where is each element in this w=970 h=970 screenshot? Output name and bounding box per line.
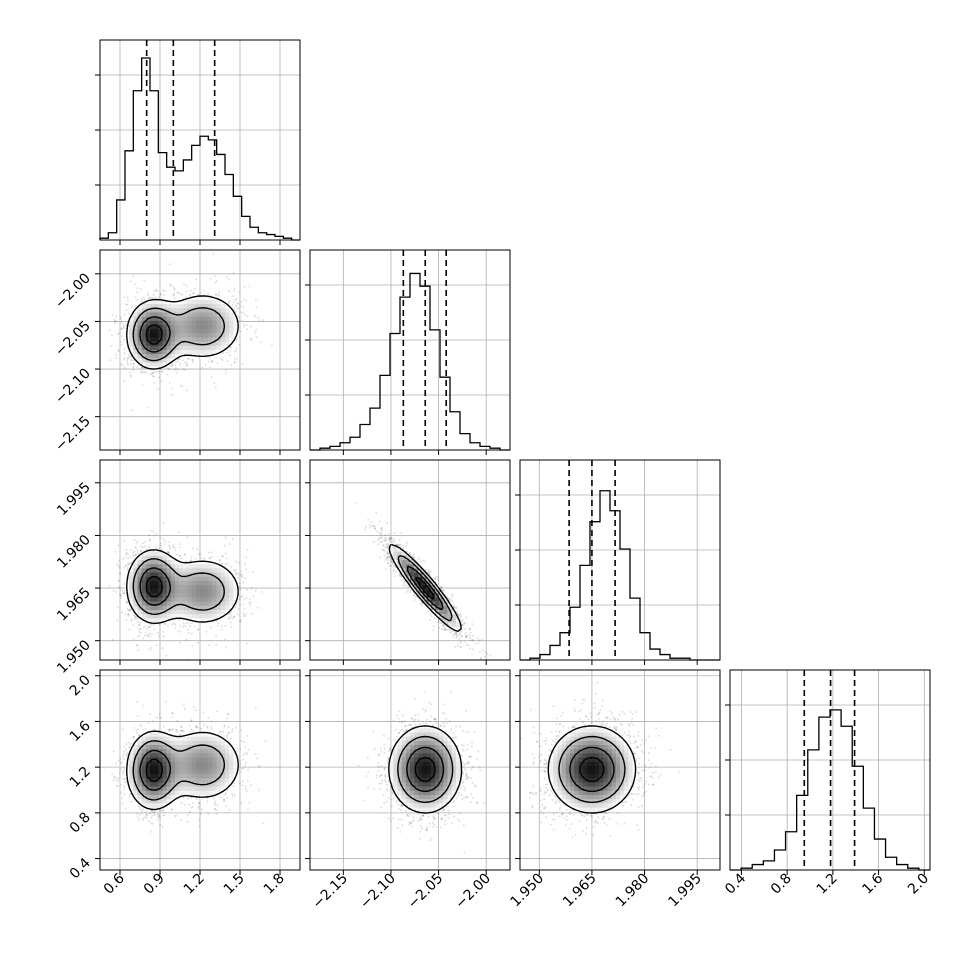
density-panel-0-1 xyxy=(95,249,301,455)
x-tick-label: −2.15 xyxy=(309,871,351,913)
x-tick-label: 1.980 xyxy=(613,871,653,911)
y-tick-label: 1.965 xyxy=(54,585,94,625)
x-tick-label: 1.995 xyxy=(665,871,705,911)
panel-frame xyxy=(309,249,511,451)
panel-frame xyxy=(99,459,301,661)
histogram-panel-2 xyxy=(515,459,721,665)
density-panel-2-3 xyxy=(515,669,721,875)
y-tick-label: 1.6 xyxy=(67,718,94,745)
panel-frame xyxy=(519,459,721,661)
contour-level-3 xyxy=(145,575,163,598)
density-panel-0-2 xyxy=(95,459,301,665)
panel-frame xyxy=(729,669,931,871)
histogram-panel-0 xyxy=(95,39,301,245)
density-panel-1-3 xyxy=(305,669,511,875)
contour-level-3 xyxy=(414,756,436,783)
x-tick-label: 0.4 xyxy=(722,870,749,897)
y-tick-label: 0.4 xyxy=(67,855,94,882)
x-tick-label: 1.950 xyxy=(507,871,547,911)
x-tick-label: 2.0 xyxy=(905,871,932,898)
contour-level-2 xyxy=(569,746,615,793)
contour-level-3 xyxy=(579,756,605,783)
contour-level-3 xyxy=(145,324,163,345)
x-tick-label: 1.965 xyxy=(560,871,600,911)
histogram-steps xyxy=(99,57,300,241)
y-tick-label: −2.10 xyxy=(52,366,94,408)
contour-level-0 xyxy=(126,295,239,370)
contour-level-2 xyxy=(406,746,445,793)
gridlines xyxy=(520,460,720,660)
histogram-steps xyxy=(310,272,510,451)
panel-frame xyxy=(519,669,721,871)
y-tick-label: 1.950 xyxy=(54,637,94,677)
y-tick-label: 1.2 xyxy=(67,764,94,791)
contour-level-3 xyxy=(145,758,163,782)
contour-level-0 xyxy=(547,725,637,814)
density-shading xyxy=(125,551,238,623)
contour-level-2 xyxy=(406,565,444,611)
x-tick-label: 0.9 xyxy=(141,871,168,898)
contour-level-0 xyxy=(126,549,239,624)
x-tick-label: −2.05 xyxy=(405,871,447,913)
contour-level-2 xyxy=(139,567,172,606)
y-tick-label: 0.8 xyxy=(67,809,94,836)
x-tick-label: 1.5 xyxy=(221,871,248,898)
x-tick-label: −2.00 xyxy=(452,871,494,913)
y-tick-label: −2.05 xyxy=(52,318,94,360)
y-tick-label: −2.15 xyxy=(52,413,94,455)
panel-frame xyxy=(99,669,301,871)
contour-level-1 xyxy=(397,555,453,622)
x-tick-label: 1.2 xyxy=(181,871,208,898)
panel-frame xyxy=(99,249,301,451)
density-shading xyxy=(125,295,238,372)
y-tick-label: 1.995 xyxy=(54,479,94,519)
contour-level-3 xyxy=(415,576,435,600)
contour-level-1 xyxy=(132,558,225,615)
y-tick-label: −2.00 xyxy=(52,270,94,312)
density-panel-1-2 xyxy=(305,459,511,665)
y-tick-label: 2.0 xyxy=(67,672,94,699)
contour-level-0 xyxy=(388,543,462,633)
contour-level-1 xyxy=(558,735,626,803)
gridlines xyxy=(310,460,510,660)
contour-level-2 xyxy=(139,316,171,353)
gridlines xyxy=(310,670,510,870)
histogram-panel-1 xyxy=(305,249,511,455)
contour-level-0 xyxy=(126,730,239,811)
panel-frame xyxy=(309,459,511,661)
x-tick-label: 1.8 xyxy=(261,871,288,898)
x-tick-label: 0.6 xyxy=(101,870,128,897)
contour-level-1 xyxy=(132,307,226,362)
x-tick-label: 0.8 xyxy=(768,871,795,898)
contour-level-2 xyxy=(139,749,172,791)
histogram-steps xyxy=(520,490,720,661)
density-panel-0-3 xyxy=(95,669,301,875)
contour-level-0 xyxy=(388,725,463,814)
panel-frame xyxy=(309,669,511,871)
contour-level-1 xyxy=(397,735,454,803)
gridlines xyxy=(310,250,510,450)
panel-frame xyxy=(99,39,301,241)
x-tick-label: −2.10 xyxy=(357,871,399,913)
x-tick-label: 1.6 xyxy=(859,870,886,897)
x-tick-label: 1.2 xyxy=(814,871,841,898)
y-tick-label: 1.980 xyxy=(54,532,94,572)
contour-level-1 xyxy=(132,740,226,801)
histogram-panel-3 xyxy=(725,669,931,875)
